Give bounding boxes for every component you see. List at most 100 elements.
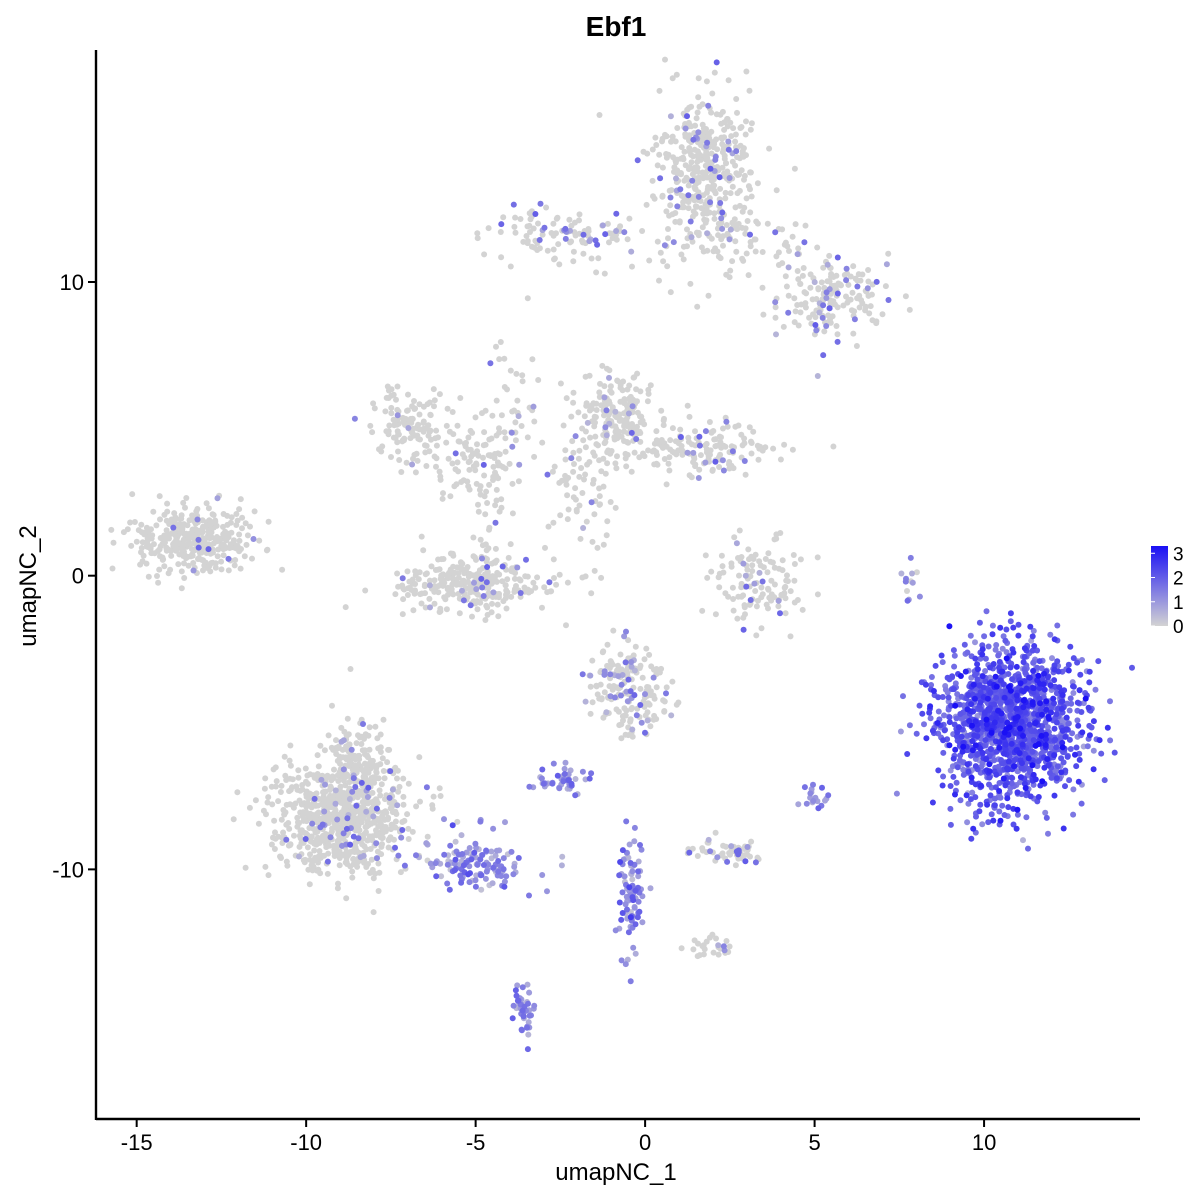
cell-point — [571, 461, 577, 467]
cell-point — [363, 846, 370, 853]
cell-point — [661, 415, 667, 422]
cell-point — [287, 742, 294, 749]
cell-point — [564, 579, 571, 586]
cell-point — [731, 534, 738, 541]
cell-point — [427, 411, 434, 418]
cell-point — [745, 272, 752, 279]
cell-point — [849, 289, 856, 296]
cell-point — [596, 112, 603, 118]
cell-point — [982, 737, 989, 743]
cell-point — [679, 451, 686, 458]
cell-point — [964, 649, 971, 656]
cell-point — [791, 561, 798, 567]
cell-point — [488, 848, 495, 855]
cell-point — [383, 394, 390, 401]
cell-point — [987, 745, 994, 752]
cell-point — [453, 481, 460, 488]
cell-point — [692, 203, 699, 210]
cell-point — [459, 587, 465, 594]
cell-point — [178, 585, 185, 592]
cell-point — [602, 231, 609, 238]
cell-point — [729, 158, 736, 165]
cell-point — [636, 665, 643, 671]
cell-point — [513, 583, 519, 589]
cell-point — [865, 278, 872, 285]
cell-point — [225, 567, 232, 574]
cell-point — [707, 848, 714, 855]
cell-point — [446, 428, 453, 435]
cell-point — [396, 457, 403, 463]
cell-point — [508, 429, 515, 436]
cell-point — [658, 665, 665, 672]
cell-point — [637, 842, 643, 848]
cell-point — [661, 456, 668, 462]
cell-point — [722, 195, 729, 202]
cell-point — [591, 567, 598, 574]
cell-point — [619, 847, 626, 854]
cell-point — [670, 239, 677, 246]
cell-point — [381, 775, 388, 782]
cell-point — [170, 524, 177, 531]
cell-point — [694, 303, 701, 310]
cell-point — [628, 663, 635, 670]
cell-point — [366, 724, 373, 731]
cell-point — [1011, 757, 1018, 764]
cell-point — [1034, 647, 1041, 654]
cell-point — [384, 816, 391, 823]
cell-point — [214, 553, 221, 560]
cell-point — [1058, 705, 1065, 712]
cell-point — [498, 496, 505, 503]
cell-point — [568, 455, 575, 462]
cell-point — [580, 231, 587, 238]
cell-point — [363, 829, 369, 836]
cell-point — [728, 843, 735, 850]
cell-point — [999, 802, 1006, 809]
cell-point — [733, 148, 740, 155]
cell-point — [420, 547, 427, 554]
cell-point — [426, 595, 433, 602]
cell-point — [582, 428, 589, 435]
cell-point — [859, 271, 866, 278]
cell-point — [606, 420, 613, 427]
cell-point — [350, 856, 357, 863]
cell-point — [1065, 661, 1072, 668]
cell-point — [392, 808, 399, 815]
cell-point — [396, 783, 403, 790]
cell-point — [967, 632, 974, 639]
cell-point — [673, 71, 680, 78]
cell-point — [1002, 637, 1009, 644]
cell-point — [663, 481, 670, 488]
cell-point — [946, 719, 953, 726]
cell-point — [736, 171, 743, 178]
cell-point — [220, 511, 227, 517]
cell-point — [824, 278, 831, 285]
cell-point — [736, 572, 742, 579]
cell-point — [696, 103, 703, 110]
cell-point — [479, 542, 486, 549]
cell-point — [628, 429, 635, 436]
cell-point — [472, 883, 479, 890]
cell-point — [587, 710, 594, 717]
cell-point — [756, 569, 763, 576]
cell-point — [477, 856, 484, 863]
cell-point — [759, 447, 766, 454]
cell-point — [649, 448, 656, 455]
cell-point — [333, 822, 340, 829]
cell-point — [623, 628, 629, 635]
cell-point — [999, 760, 1006, 767]
cell-point — [758, 625, 765, 632]
cell-point — [395, 431, 402, 438]
cell-point — [500, 866, 507, 873]
cell-point — [603, 432, 610, 439]
cell-point — [594, 544, 601, 551]
cell-point — [317, 742, 324, 749]
cell-point — [882, 283, 889, 290]
cell-point — [271, 846, 278, 852]
cell-point — [443, 606, 450, 613]
cell-point — [281, 811, 288, 818]
cell-point — [526, 892, 532, 899]
cell-point — [304, 844, 311, 851]
cell-point — [588, 499, 595, 506]
cell-point — [598, 696, 605, 703]
cell-point — [653, 684, 660, 691]
